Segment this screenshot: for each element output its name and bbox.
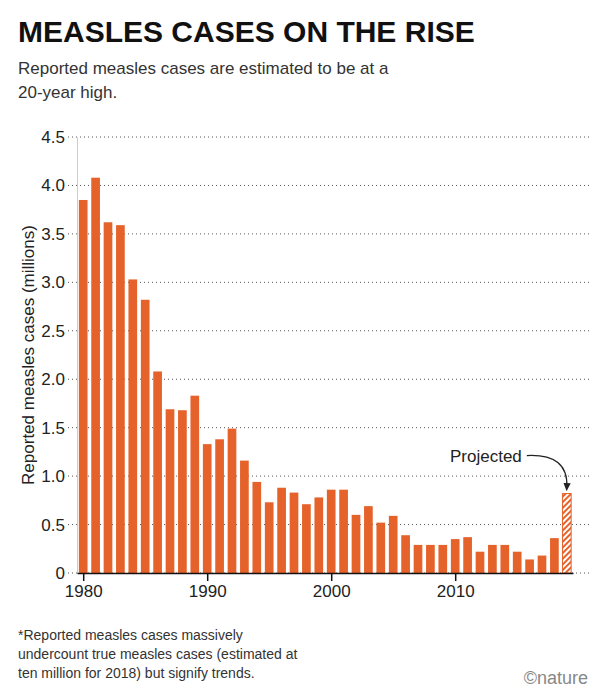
annotation: Projected: [450, 447, 522, 466]
y-tick: 2.5: [41, 322, 77, 341]
bar: [463, 537, 472, 573]
x-tick-mark: [207, 573, 209, 581]
bar: [476, 552, 485, 573]
bar: [451, 539, 460, 573]
bar: [426, 545, 435, 573]
text-line: undercount true measles cases (estimated…: [18, 646, 297, 662]
bar: [290, 493, 299, 573]
y-tick: 1.0: [41, 467, 77, 486]
annotation-arrow: [527, 455, 567, 487]
y-tick: 2.0: [41, 370, 77, 389]
x-tick-mark: [83, 573, 85, 581]
y-tick: 3.0: [41, 273, 77, 292]
bar: [79, 200, 88, 573]
text-line: Reported measles cases are estimated to …: [18, 59, 389, 78]
y-axis-line: [77, 138, 78, 574]
y-tick-label: 3.5: [41, 225, 65, 244]
bar: [401, 535, 410, 573]
bar: [364, 506, 373, 573]
bar: [376, 523, 385, 573]
bar: [550, 538, 559, 573]
bar: [203, 444, 212, 573]
grid-line: [68, 185, 590, 186]
bar: [438, 545, 447, 573]
bar: [314, 497, 323, 573]
bar: [116, 225, 125, 573]
y-tick-label: 2.0: [41, 370, 65, 389]
y-axis-title: Reported measles cases (millions): [19, 225, 38, 485]
y-tick-label: 1.5: [41, 419, 65, 438]
subtitle: Reported measles cases are estimated to …: [18, 59, 389, 102]
y-tick-label: 3.0: [41, 273, 65, 292]
title: MEASLES CASES ON THE RISE: [18, 15, 475, 48]
chart: MEASLES CASES ON THE RISE Reported measle…: [0, 0, 600, 700]
bar: [141, 300, 150, 573]
y-tick-label: 4.5: [41, 128, 65, 147]
footnote: *Reported measles cases massively underco…: [18, 627, 297, 681]
projected-bar: [562, 494, 571, 573]
text-line: *Reported measles cases massively: [18, 627, 243, 643]
x-tick-label: 2000: [313, 582, 351, 601]
y-tick: 0: [56, 564, 77, 583]
grid-line: [68, 233, 590, 234]
y-tick-label: 0: [56, 564, 65, 583]
x-axis: 1980 1990 2000 2010: [65, 573, 574, 601]
bar: [178, 410, 187, 573]
x-axis-line: [78, 573, 574, 575]
bar: [500, 545, 509, 573]
bar: [215, 439, 224, 573]
bar: [128, 279, 137, 573]
y-tick-label: 1.0: [41, 467, 65, 486]
x-tick-label: 1990: [189, 582, 227, 601]
bar: [190, 396, 199, 573]
bar: [352, 515, 361, 573]
x-tick-mark: [331, 573, 333, 581]
text-line: 20-year high.: [18, 83, 117, 102]
bar: [327, 490, 336, 573]
x-tick-label: 1980: [65, 582, 103, 601]
bar: [302, 504, 311, 573]
text-line: ten million for 2018) but signify trends…: [18, 665, 255, 681]
bar: [277, 488, 286, 573]
x-tick: 1990: [189, 573, 227, 601]
bar: [252, 482, 261, 573]
bar: [104, 222, 113, 573]
bar: [91, 178, 100, 573]
y-tick-label: 2.5: [41, 322, 65, 341]
bar: [538, 556, 547, 573]
credit: ©nature: [524, 668, 588, 688]
bar: [339, 490, 348, 573]
bar: [166, 409, 175, 573]
bar: [414, 545, 423, 573]
y-tick: 4.5: [41, 128, 77, 147]
x-tick-label: 2010: [437, 582, 475, 601]
x-tick-mark: [455, 573, 457, 581]
x-tick: 2010: [437, 573, 475, 601]
bar: [525, 559, 534, 573]
bar: [488, 545, 497, 573]
grid: [68, 137, 590, 573]
bar: [228, 429, 237, 573]
x-tick: 2000: [313, 573, 351, 601]
y-tick: 1.5: [41, 419, 77, 438]
y-axis: 0 0.5 1.0 1.5 2.0 2.5 3.0 3.5 4.0 4.5: [41, 128, 77, 583]
bar: [153, 371, 162, 573]
bar: [513, 552, 522, 573]
bar: [265, 502, 274, 573]
grid-line: [68, 282, 590, 283]
bar: [389, 516, 398, 573]
y-tick-label: 4.0: [41, 176, 65, 195]
y-tick: 0.5: [41, 515, 77, 534]
bars: [79, 178, 571, 573]
bar: [240, 461, 249, 573]
x-tick: 1980: [65, 573, 103, 601]
y-tick: 3.5: [41, 225, 77, 244]
grid-line: [68, 137, 590, 138]
y-tick: 4.0: [41, 176, 77, 195]
y-tick-label: 0.5: [41, 515, 65, 534]
